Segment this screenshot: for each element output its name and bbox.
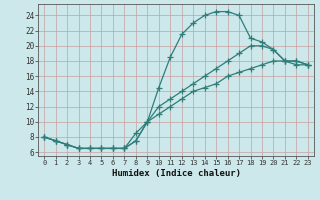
X-axis label: Humidex (Indice chaleur): Humidex (Indice chaleur): [111, 169, 241, 178]
